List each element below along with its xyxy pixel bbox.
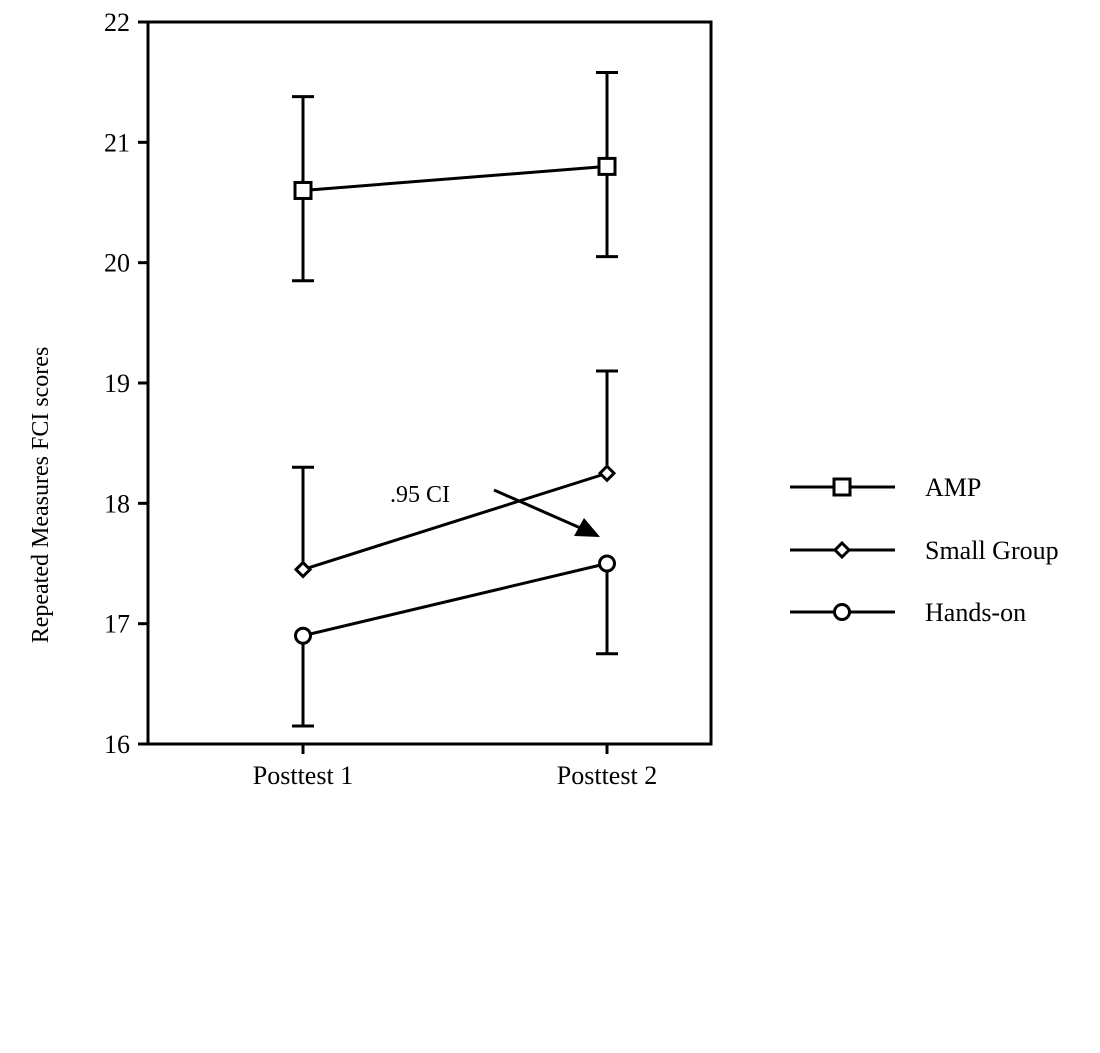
y-tick-label: 22: [104, 8, 130, 37]
ci-annotation: .95 CI: [390, 482, 600, 537]
series-line: [302, 164, 608, 192]
circle-marker: [833, 603, 851, 621]
y-axis: 16 17 18 19 20 21 22: [104, 8, 148, 759]
y-tick-label: 20: [104, 249, 130, 278]
legend: AMP Small Group Hands-on: [790, 473, 1059, 627]
ci-annotation-arrowhead: [574, 518, 600, 537]
diamond-marker: [832, 540, 852, 560]
series-line: [302, 562, 608, 638]
legend-item: AMP: [790, 473, 981, 502]
x-tick-label: Posttest 1: [253, 761, 353, 790]
y-tick-label: 16: [104, 730, 130, 759]
legend-label: AMP: [925, 473, 981, 502]
series-lines: [302, 164, 608, 638]
legend-label: Hands-on: [925, 598, 1026, 627]
x-axis: Posttest 1 Posttest 2: [253, 744, 657, 790]
square-marker: [597, 156, 617, 176]
y-tick-label: 18: [104, 489, 130, 518]
ci-annotation-label: .95 CI: [390, 482, 450, 508]
square-marker: [293, 180, 313, 200]
x-tick-label: Posttest 2: [557, 761, 657, 790]
y-axis-label: Repeated Measures FCI scores: [28, 347, 54, 644]
legend-item: Small Group: [790, 536, 1059, 565]
diamond-marker: [597, 464, 617, 483]
series-line: [302, 471, 608, 571]
legend-item: Hands-on: [790, 598, 1026, 627]
diamond-marker: [293, 560, 313, 579]
ci-annotation-arrow: [493, 488, 586, 532]
circle-marker: [598, 554, 616, 573]
series-markers: [293, 156, 617, 645]
y-tick-label: 21: [104, 128, 130, 157]
circle-marker: [294, 626, 312, 645]
legend-label: Small Group: [925, 536, 1059, 565]
y-tick-label: 17: [104, 610, 130, 639]
y-tick-label: 19: [104, 369, 130, 398]
plot-frame: [146, 20, 713, 746]
square-marker: [832, 477, 852, 497]
